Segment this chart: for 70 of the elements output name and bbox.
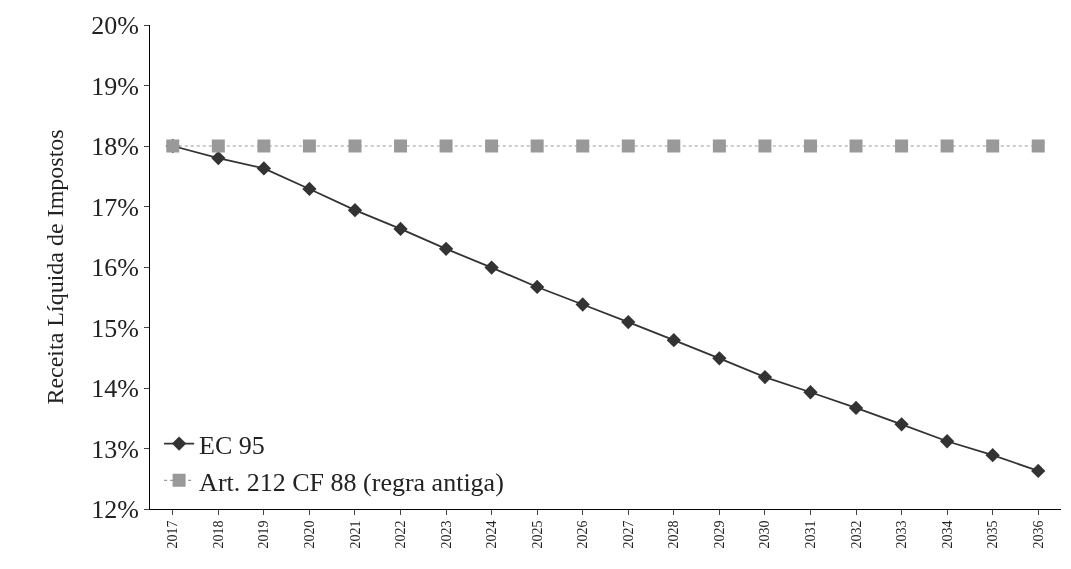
y-tick-label: 14%: [91, 374, 139, 404]
point: [849, 139, 863, 153]
y-tick-label: 15%: [91, 313, 139, 343]
x-tick-label: 2033: [894, 520, 910, 549]
point: [757, 369, 773, 385]
point: [484, 260, 499, 275]
point: [302, 181, 317, 197]
point: [894, 417, 909, 432]
point: [211, 150, 226, 166]
point: [530, 279, 545, 295]
legend-label: EC 95: [199, 430, 265, 460]
x-tick-label: 2021: [347, 520, 363, 549]
x-tick-label: 2024: [484, 520, 500, 549]
point: [758, 139, 772, 153]
point: [439, 139, 453, 153]
point: [394, 139, 408, 153]
point: [986, 139, 1000, 153]
point: [848, 400, 864, 416]
point: [485, 139, 499, 153]
x-tick-label: 2025: [529, 520, 545, 549]
point: [393, 221, 408, 237]
x-tick-label: 2022: [393, 520, 409, 549]
point: [621, 139, 635, 153]
point: [803, 139, 817, 153]
x-tick-label: 2020: [301, 520, 317, 549]
y-axis-title: Receita Líquida de Impostos: [42, 129, 69, 405]
point: [1031, 139, 1045, 153]
x-tick-label: 2030: [757, 520, 773, 549]
x-tick-label: 2035: [985, 520, 1001, 549]
point: [667, 139, 681, 153]
y-tick-label: 16%: [91, 253, 139, 283]
y-tick-label: 13%: [91, 434, 139, 464]
x-tick-label: 2023: [438, 520, 454, 549]
point: [895, 139, 909, 153]
point: [302, 139, 316, 153]
x-tick-label: 2031: [803, 520, 819, 549]
x-tick-label: 2036: [1030, 520, 1046, 549]
point: [666, 333, 681, 348]
point: [803, 385, 818, 400]
point: [256, 161, 272, 176]
point: [348, 139, 362, 153]
point: [530, 139, 544, 153]
point: [985, 448, 1000, 463]
x-tick-label: 2032: [848, 520, 864, 549]
point: [211, 139, 225, 153]
y-tick-label: 17%: [91, 192, 139, 222]
point: [712, 351, 727, 366]
point: [575, 297, 590, 312]
x-tick-label: 2027: [620, 520, 636, 549]
point: [347, 202, 363, 218]
x-tick-label: 2017: [165, 520, 181, 549]
point: [940, 139, 954, 153]
point: [712, 139, 726, 153]
x-tick-label: 2018: [210, 520, 226, 549]
point: [438, 241, 454, 256]
y-tick-label: 20%: [91, 11, 139, 41]
y-tick-label: 18%: [91, 132, 139, 162]
legend-label: Art. 212 CF 88 (regra antiga): [199, 467, 504, 497]
y-tick-label: 19%: [91, 71, 139, 101]
point: [621, 314, 636, 330]
y-tick-label: 12%: [91, 495, 139, 525]
point: [1031, 463, 1046, 479]
x-tick-label: 2028: [666, 520, 682, 549]
x-tick-label: 2029: [711, 520, 727, 549]
x-tick-label: 2019: [256, 520, 272, 549]
point: [576, 139, 590, 153]
point: [257, 139, 271, 153]
point: [939, 434, 955, 449]
x-tick-label: 2026: [575, 520, 591, 549]
x-tick-label: 2034: [939, 520, 955, 549]
